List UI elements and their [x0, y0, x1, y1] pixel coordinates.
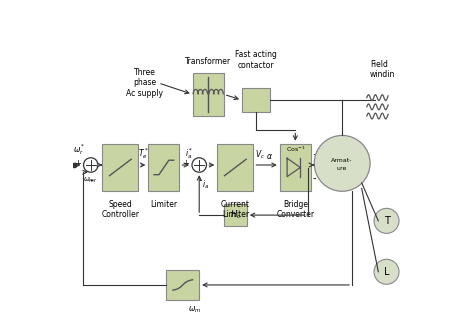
FancyBboxPatch shape: [242, 88, 270, 113]
Circle shape: [374, 259, 399, 284]
Text: T: T: [383, 216, 390, 226]
Text: Fast acting
contactor: Fast acting contactor: [235, 50, 277, 70]
Text: -: -: [90, 175, 93, 185]
Text: Bridge
Converter: Bridge Converter: [276, 200, 314, 219]
Text: $V_{dc}$: $V_{dc}$: [315, 158, 327, 168]
Text: Cos$^{-1}$: Cos$^{-1}$: [285, 145, 305, 154]
Text: $T^*_e$: $T^*_e$: [138, 146, 149, 161]
Text: Transformer: Transformer: [185, 57, 231, 66]
Text: $\omega_{mr}$: $\omega_{mr}$: [82, 176, 98, 185]
Text: -: -: [312, 173, 316, 183]
Text: Armat-: Armat-: [331, 157, 353, 163]
Circle shape: [314, 135, 370, 191]
Circle shape: [192, 158, 207, 172]
FancyBboxPatch shape: [166, 270, 199, 300]
Text: Limiter: Limiter: [150, 200, 177, 209]
Text: $H_c$: $H_c$: [229, 209, 241, 221]
Text: Speed
Controller: Speed Controller: [101, 200, 139, 219]
Text: $\alpha$: $\alpha$: [266, 152, 273, 161]
Text: +: +: [182, 159, 189, 168]
FancyBboxPatch shape: [224, 204, 247, 226]
Text: +: +: [74, 159, 81, 168]
FancyBboxPatch shape: [148, 144, 180, 191]
Text: $\omega^*_r$: $\omega^*_r$: [73, 142, 86, 157]
Text: L: L: [384, 267, 389, 277]
Text: Current
Limiter: Current Limiter: [221, 200, 250, 219]
FancyBboxPatch shape: [280, 144, 311, 191]
Text: Field
windin: Field windin: [370, 60, 395, 79]
FancyBboxPatch shape: [192, 73, 224, 116]
Text: $i_a$: $i_a$: [202, 179, 210, 191]
Text: $i^*_a$: $i^*_a$: [185, 146, 193, 161]
Text: $\omega_m$: $\omega_m$: [188, 305, 201, 315]
FancyBboxPatch shape: [217, 144, 254, 191]
Text: -: -: [199, 175, 202, 185]
Circle shape: [83, 158, 98, 172]
Text: +: +: [312, 150, 319, 159]
FancyBboxPatch shape: [102, 144, 138, 191]
Circle shape: [374, 208, 399, 233]
Text: $V_c$: $V_c$: [255, 148, 265, 161]
Text: Three
phase
Ac supply: Three phase Ac supply: [127, 68, 164, 98]
Text: ure: ure: [337, 166, 347, 171]
